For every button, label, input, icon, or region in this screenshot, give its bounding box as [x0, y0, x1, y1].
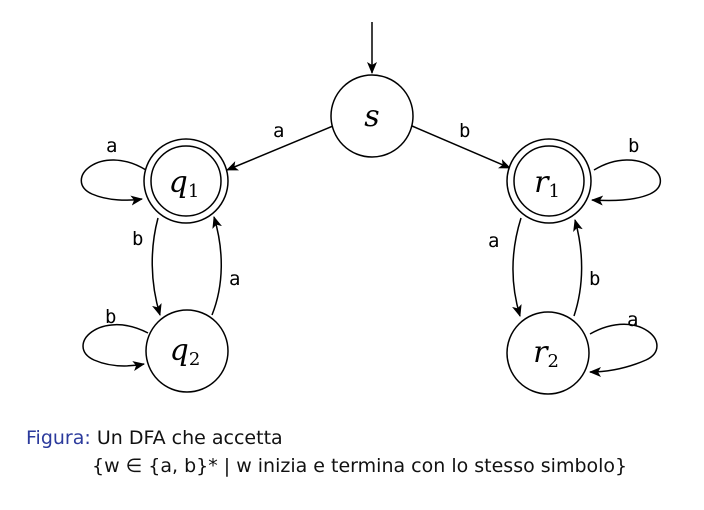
svg-text:r2: r2: [533, 335, 559, 372]
caption-formula: {w ∈ {a, b}* | w inizia e termina con lo…: [92, 455, 628, 477]
label-q1-loop: a: [106, 135, 117, 157]
edge-r1-r2: [512, 217, 522, 317]
loop-r1: [591, 159, 662, 206]
state-r2-name: r: [533, 335, 549, 370]
edge-r2-r1: [573, 219, 583, 317]
label-s-q1: a: [273, 120, 284, 142]
label-r1-r2: a: [488, 230, 499, 252]
label-q1-q2: b: [132, 228, 143, 250]
svg-text:q1: q1: [169, 165, 200, 202]
label-r2-r1: b: [589, 268, 600, 290]
loop-q2: [82, 323, 149, 371]
state-r2-sub: 2: [547, 351, 558, 372]
state-q1-name: q: [169, 165, 188, 200]
state-r1: r1: [506, 138, 592, 224]
label-q2-q1: a: [229, 268, 240, 290]
svg-text:s: s: [364, 99, 379, 134]
loop-q1: [80, 159, 147, 206]
state-s-name: s: [364, 99, 379, 134]
loop-r2: [589, 323, 658, 377]
dfa-diagram: s q1 q2 r1 r2 a b a b a b b a b a: [80, 22, 662, 395]
edge-q2-q1: [211, 216, 223, 316]
edge-s-r1: [411, 125, 511, 169]
state-q2: q2: [145, 309, 229, 393]
state-q2-name: q: [170, 333, 189, 368]
state-q2-sub: 2: [189, 349, 200, 370]
state-s: s: [330, 74, 414, 158]
label-s-r1: b: [459, 120, 470, 142]
figure-caption: Figura: Un DFA che accetta {w ∈ {a, b}* …: [26, 424, 696, 480]
state-r2: r2: [506, 311, 590, 395]
label-q2-loop: b: [105, 306, 116, 328]
caption-prefix: Figura:: [26, 427, 91, 449]
edge-s-q1: [226, 125, 334, 171]
state-q1-sub: 1: [188, 181, 199, 202]
edge-q1-q2: [151, 217, 162, 316]
svg-text:r1: r1: [534, 165, 560, 202]
state-q1: q1: [143, 138, 229, 224]
caption-text: Un DFA che accetta: [96, 427, 283, 449]
svg-text:q2: q2: [170, 333, 201, 370]
state-r1-name: r: [534, 165, 550, 200]
state-r1-sub: 1: [548, 181, 559, 202]
label-r1-loop: b: [628, 135, 639, 157]
label-r2-loop: a: [627, 309, 638, 331]
